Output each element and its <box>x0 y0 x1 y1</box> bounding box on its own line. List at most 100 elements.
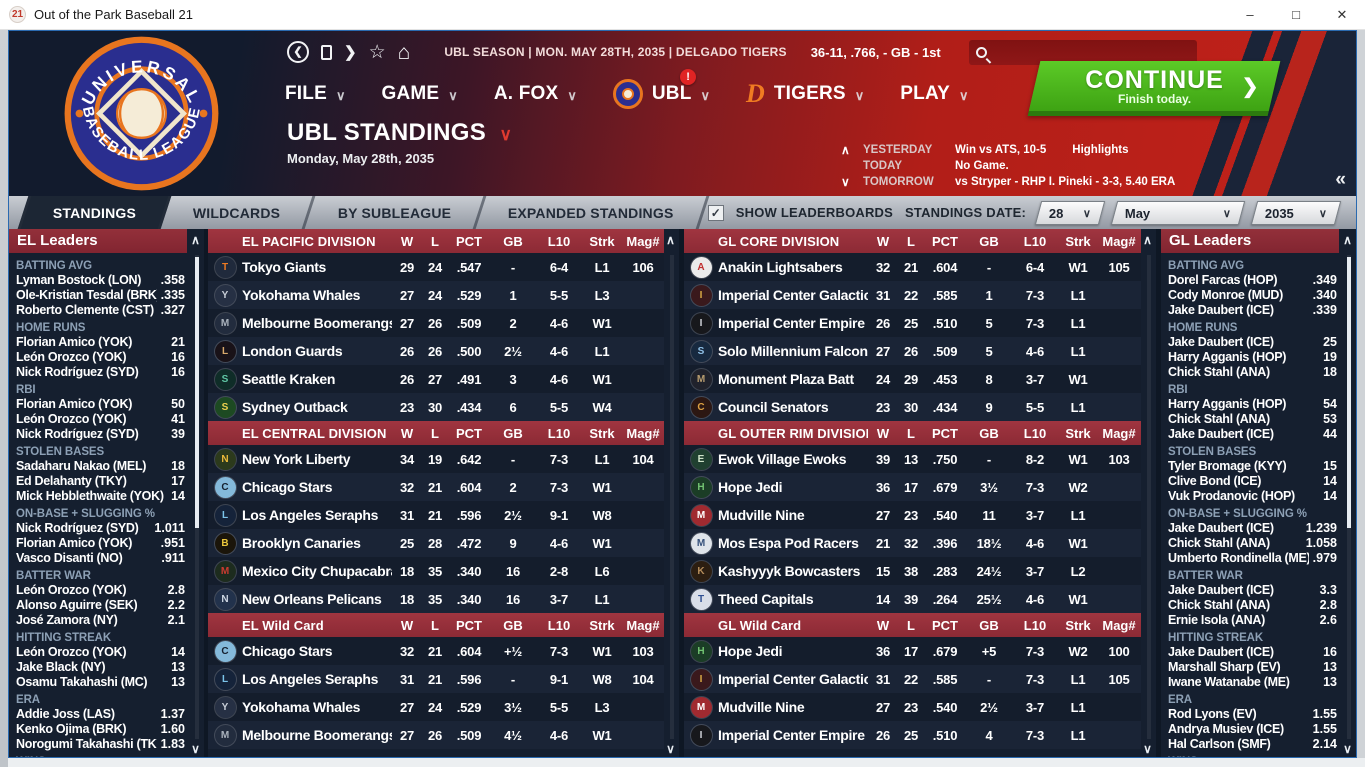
scrollbar-track[interactable] <box>1147 255 1151 739</box>
leader-row[interactable]: León Orozco (YOK) 41 <box>16 412 185 427</box>
column-header[interactable]: L10 <box>1023 233 1047 249</box>
column-header[interactable]: GB <box>979 617 999 633</box>
scrollbar-track[interactable] <box>195 255 199 739</box>
column-header[interactable]: GB <box>503 233 523 249</box>
menu-play[interactable]: PLAY ∨ <box>900 83 969 104</box>
leader-row[interactable]: Alonso Aguirre (SEK) 2.2 <box>16 598 185 613</box>
column-header[interactable]: L10 <box>547 233 571 249</box>
scrollbar-track[interactable] <box>670 255 674 739</box>
column-header[interactable]: L10 <box>547 425 571 441</box>
column-header[interactable]: PCT <box>932 617 958 633</box>
column-header[interactable]: GB <box>979 233 999 249</box>
scroll-down-icon[interactable]: ∨ <box>1343 742 1352 756</box>
month-dropdown[interactable]: May ∨ <box>1110 200 1246 225</box>
scroll-up-icon[interactable]: ∧ <box>1143 233 1152 247</box>
column-header[interactable]: L10 <box>1023 425 1047 441</box>
team-row[interactable]: C Chicago Stars 32 21 .604 2 7-3 W1 <box>208 473 664 501</box>
team-row[interactable]: C Council Senators 23 30 .434 9 5-5 L1 <box>684 393 1141 421</box>
leader-row[interactable]: Clive Bond (ICE) 14 <box>1168 474 1337 489</box>
leader-row[interactable]: Addie Joss (LAS) 1.37 <box>16 707 185 722</box>
team-row[interactable]: A Anakin Lightsabers 32 21 .604 - 6-4 W1 105 <box>684 253 1141 281</box>
page-title-dropdown-icon[interactable]: ∨ <box>499 125 512 144</box>
menu-manager[interactable]: A. FOX ∨ <box>493 83 577 104</box>
leader-row[interactable]: Osamu Takahashi (MC) 13 <box>16 675 185 690</box>
scroll-down-icon[interactable]: ∨ <box>666 742 675 756</box>
leader-row[interactable]: Chick Stahl (ANA) 18 <box>1168 365 1337 380</box>
column-header[interactable]: Strk <box>589 425 615 441</box>
column-header[interactable]: L10 <box>547 617 571 633</box>
leader-row[interactable]: León Orozco (YOK) 2.8 <box>16 583 185 598</box>
tab-by-subleague[interactable]: BY SUBLEAGUE <box>305 196 487 229</box>
team-row[interactable]: M Monument Plaza Batt 24 29 .453 8 3-7 W1 <box>684 365 1141 393</box>
leader-row[interactable]: Harry Agganis (HOP) 54 <box>1168 397 1337 412</box>
column-header[interactable]: L <box>907 233 915 249</box>
scroll-down-icon[interactable]: ∨ <box>191 742 200 756</box>
leader-row[interactable]: Hal Carlson (SMF) 2.14 <box>1168 737 1337 752</box>
scrollbar-thumb[interactable] <box>195 257 199 529</box>
column-header[interactable]: L <box>431 425 439 441</box>
column-header[interactable]: Mag# <box>1102 233 1136 249</box>
column-header[interactable]: W <box>400 617 414 633</box>
column-header[interactable]: L10 <box>1023 617 1047 633</box>
column-header[interactable]: Strk <box>1065 425 1091 441</box>
leader-row[interactable]: Chick Stahl (ANA) 2.8 <box>1168 598 1337 613</box>
scroll-down-icon[interactable]: ∨ <box>841 175 850 189</box>
column-header[interactable]: PCT <box>456 425 482 441</box>
leader-row[interactable]: José Zamora (NY) 2.1 <box>16 613 185 628</box>
column-header[interactable]: PCT <box>456 617 482 633</box>
scroll-up-icon[interactable]: ∧ <box>1343 233 1352 247</box>
column-header[interactable]: L <box>907 617 915 633</box>
column-header[interactable]: W <box>876 617 890 633</box>
highlights-link[interactable]: Highlights <box>1072 144 1129 156</box>
leader-row[interactable]: Tyler Bromage (KYY) 15 <box>1168 459 1337 474</box>
team-row[interactable]: T Tokyo Giants 29 24 .547 - 6-4 L1 106 <box>208 253 664 281</box>
team-row[interactable]: E Ewok Village Ewoks 39 13 .750 - 8-2 W1 103 <box>684 445 1141 473</box>
column-header[interactable]: Mag# <box>626 233 660 249</box>
leader-row[interactable]: Vuk Prodanovic (HOP) 14 <box>1168 489 1337 504</box>
stop-icon[interactable] <box>321 44 332 60</box>
leader-row[interactable]: Jake Daubert (ICE) .339 <box>1168 303 1337 318</box>
scrollbar-track[interactable] <box>1347 255 1351 739</box>
leader-row[interactable]: León Orozco (YOK) 16 <box>16 350 185 365</box>
search-input[interactable] <box>968 39 1197 65</box>
forward-icon[interactable]: ❯ <box>344 43 357 61</box>
team-row[interactable]: K Kashyyyk Bowcasters 15 38 .283 24½ 3-7 L2 <box>684 557 1141 585</box>
leader-row[interactable]: Nick Rodríguez (SYD) 1.011 <box>16 521 185 536</box>
team-row[interactable]: S Seattle Kraken 26 27 .491 3 4-6 W1 <box>208 365 664 393</box>
leader-row[interactable]: Mick Hebblethwaite (YOK) 14 <box>16 489 185 504</box>
show-leaderboards-checkbox[interactable]: ✓ <box>707 204 724 221</box>
year-dropdown[interactable]: 2035 ∨ <box>1250 200 1342 225</box>
leader-row[interactable]: Ernie Isola (ANA) 2.6 <box>1168 613 1337 628</box>
leader-row[interactable]: Jake Daubert (ICE) 25 <box>1168 335 1337 350</box>
leader-row[interactable]: Chick Stahl (ANA) 53 <box>1168 412 1337 427</box>
minimize-button[interactable]: – <box>1246 7 1254 22</box>
column-header[interactable]: GB <box>503 425 523 441</box>
tab-wildcards[interactable]: WILDCARDS <box>160 196 316 229</box>
column-header[interactable]: Strk <box>1065 233 1091 249</box>
column-header[interactable]: Mag# <box>626 617 660 633</box>
continue-button[interactable]: CONTINUE Finish today. ❯ <box>1027 61 1281 116</box>
leader-row[interactable]: Kenko Ojima (BRK) 1.60 <box>16 722 185 737</box>
menu-team[interactable]: D TIGERS ∨ <box>746 79 865 108</box>
team-row[interactable]: M Melbourne Boomerangs 27 26 .509 2 4-6 W1 <box>208 309 664 337</box>
team-row[interactable]: N New York Liberty 34 19 .642 - 7-3 L1 104 <box>208 445 664 473</box>
leader-row[interactable]: Lyman Bostock (LON) .358 <box>16 273 185 288</box>
scroll-up-icon[interactable]: ∧ <box>666 233 675 247</box>
leader-row[interactable]: Nick Rodríguez (SYD) 16 <box>16 365 185 380</box>
team-row[interactable]: M Mudville Nine 27 23 .540 2½ 3-7 L1 <box>684 693 1141 721</box>
leader-row[interactable]: Umberto Rondinella (ME) .979 <box>1168 551 1337 566</box>
column-header[interactable]: PCT <box>456 233 482 249</box>
tab-expanded-standings[interactable]: EXPANDED STANDINGS <box>475 196 709 229</box>
leader-row[interactable]: Cody Monroe (MUD) .340 <box>1168 288 1337 303</box>
maximize-button[interactable]: □ <box>1292 7 1300 22</box>
leader-row[interactable]: Florian Amico (YOK) 21 <box>16 335 185 350</box>
leader-row[interactable]: Florian Amico (YOK) 50 <box>16 397 185 412</box>
scroll-down-icon[interactable]: ∨ <box>1143 742 1152 756</box>
leader-row[interactable]: Rod Lyons (EV) 1.55 <box>1168 707 1337 722</box>
team-row[interactable]: N New Orleans Pelicans 18 35 .340 16 3-7 L1 <box>208 585 664 613</box>
leader-row[interactable]: Florian Amico (YOK) .951 <box>16 536 185 551</box>
team-row[interactable]: I Imperial Center Empire 26 25 .510 5 7-3 L1 <box>684 309 1141 337</box>
team-row[interactable]: I Imperial Center Galactic 31 22 .585 - 7-3 L1 1… <box>684 665 1141 693</box>
column-header[interactable]: L <box>907 425 915 441</box>
home-icon[interactable]: ⌂ <box>397 40 411 64</box>
